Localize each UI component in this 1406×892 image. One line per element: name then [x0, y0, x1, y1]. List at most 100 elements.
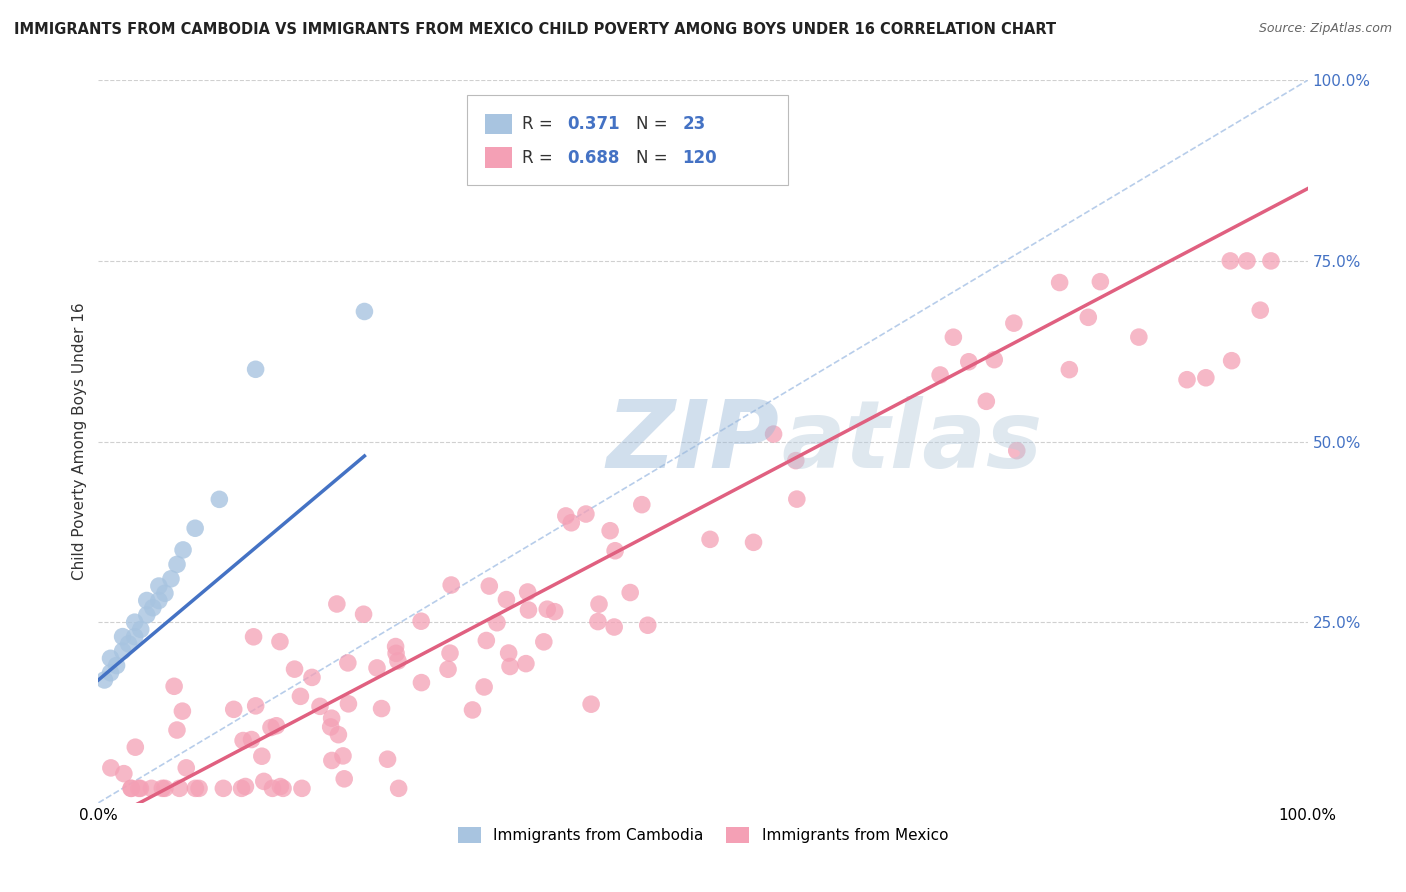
Point: [332, 748, 354, 763]
Point: [1260, 253, 1282, 268]
Point: [976, 394, 998, 409]
Point: [1195, 370, 1218, 384]
Point: [328, 728, 350, 742]
Point: [128, 781, 150, 796]
Point: [603, 620, 626, 634]
Point: [515, 657, 537, 671]
Point: [188, 781, 211, 796]
Point: [184, 781, 207, 796]
Text: Source: ZipAtlas.com: Source: ZipAtlas.com: [1258, 22, 1392, 36]
FancyBboxPatch shape: [485, 113, 512, 134]
Point: [301, 670, 323, 684]
Point: [172, 542, 194, 557]
Point: [336, 656, 359, 670]
Point: [333, 772, 356, 786]
Point: [485, 615, 508, 630]
Point: [411, 614, 433, 628]
Point: [1049, 276, 1071, 290]
Point: [929, 368, 952, 382]
Point: [242, 630, 264, 644]
Point: [560, 516, 582, 530]
Point: [1077, 310, 1099, 325]
Point: [957, 355, 980, 369]
Point: [353, 607, 375, 622]
Point: [388, 781, 411, 796]
Point: [150, 781, 173, 796]
Point: [269, 634, 291, 648]
Point: [603, 543, 626, 558]
Point: [619, 585, 641, 599]
Point: [499, 659, 522, 673]
Point: [1090, 275, 1112, 289]
Point: [262, 781, 284, 796]
Point: [250, 749, 273, 764]
Point: [100, 665, 122, 680]
Point: [1236, 253, 1258, 268]
Point: [153, 586, 176, 600]
Point: [222, 702, 245, 716]
Point: [630, 498, 652, 512]
Point: [93, 673, 115, 687]
Point: [599, 524, 621, 538]
Y-axis label: Child Poverty Among Boys Under 16: Child Poverty Among Boys Under 16: [72, 302, 87, 581]
Point: [326, 597, 349, 611]
Point: [478, 579, 501, 593]
Point: [245, 698, 267, 713]
Point: [637, 618, 659, 632]
Point: [495, 592, 517, 607]
Point: [384, 640, 406, 654]
Point: [543, 605, 565, 619]
Point: [235, 780, 257, 794]
Point: [100, 761, 122, 775]
Point: [166, 558, 188, 572]
Point: [370, 701, 392, 715]
Point: [533, 635, 555, 649]
Point: [212, 781, 235, 796]
Text: R =: R =: [522, 149, 558, 167]
Point: [112, 766, 135, 780]
Point: [699, 533, 721, 547]
Point: [253, 774, 276, 789]
Point: [148, 579, 170, 593]
Point: [387, 654, 409, 668]
Point: [240, 732, 263, 747]
Point: [439, 646, 461, 660]
Point: [166, 723, 188, 737]
Point: [1059, 362, 1081, 376]
Point: [111, 630, 134, 644]
Point: [517, 603, 540, 617]
Text: 0.371: 0.371: [568, 115, 620, 133]
Point: [579, 697, 602, 711]
Point: [411, 675, 433, 690]
Point: [120, 781, 142, 796]
Point: [516, 585, 538, 599]
Point: [1175, 373, 1198, 387]
Point: [169, 781, 191, 796]
Point: [321, 711, 343, 725]
Point: [245, 362, 267, 376]
Point: [1005, 443, 1028, 458]
Point: [762, 427, 785, 442]
Point: [120, 781, 142, 796]
Point: [124, 630, 146, 644]
Text: IMMIGRANTS FROM CAMBODIA VS IMMIGRANTS FROM MEXICO CHILD POVERTY AMONG BOYS UNDE: IMMIGRANTS FROM CAMBODIA VS IMMIGRANTS F…: [14, 22, 1056, 37]
Point: [148, 593, 170, 607]
Text: R =: R =: [522, 115, 558, 133]
Point: [142, 600, 165, 615]
Point: [135, 593, 157, 607]
Point: [153, 781, 176, 796]
Point: [321, 754, 343, 768]
Point: [1128, 330, 1150, 344]
Point: [554, 508, 576, 523]
Point: [174, 761, 197, 775]
Point: [588, 597, 610, 611]
Point: [141, 781, 163, 796]
Point: [124, 740, 146, 755]
Point: [440, 578, 463, 592]
Point: [385, 646, 408, 660]
Text: 0.688: 0.688: [568, 149, 620, 167]
Point: [437, 662, 460, 676]
Point: [208, 492, 231, 507]
Point: [786, 492, 808, 507]
Point: [575, 507, 598, 521]
